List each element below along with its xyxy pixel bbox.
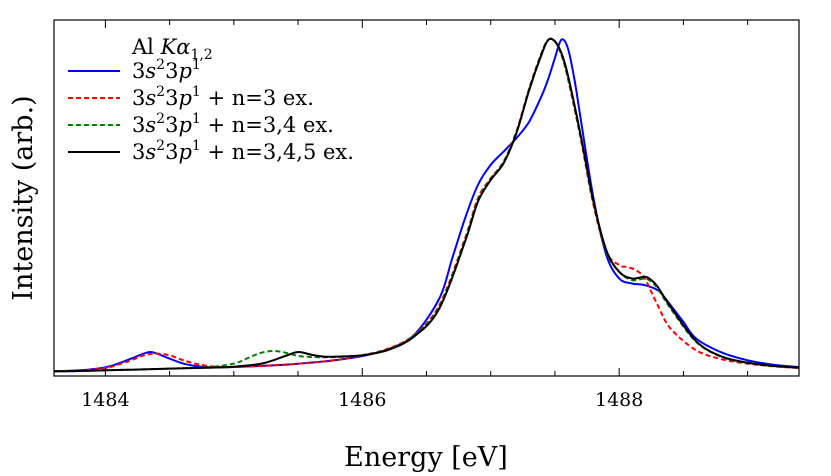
x-tick-label: 1488 bbox=[595, 389, 643, 411]
legend-label-1: 3s23p1 bbox=[132, 57, 201, 83]
x-tick-label: 1486 bbox=[338, 389, 386, 411]
legend-label-3: 3s23p1 + n=3,4 ex. bbox=[132, 111, 334, 137]
x-axis-label: Energy [eV] bbox=[344, 442, 508, 473]
x-tick-label: 1484 bbox=[81, 389, 129, 411]
series-line-1 bbox=[53, 38, 800, 373]
y-axis-label: Intensity (arb.) bbox=[8, 95, 39, 300]
legend-label-2: 3s23p1 + n=3 ex. bbox=[132, 84, 314, 110]
series-line-4 bbox=[53, 37, 800, 373]
series-layer bbox=[53, 37, 800, 373]
ticks-layer: 1484 1486 1488 bbox=[81, 20, 749, 411]
legend-header: Al Kα1,2 bbox=[131, 35, 213, 63]
legend-label-4: 3s23p1 + n=3,4,5 ex. bbox=[132, 138, 354, 164]
plot-background bbox=[54, 20, 799, 376]
